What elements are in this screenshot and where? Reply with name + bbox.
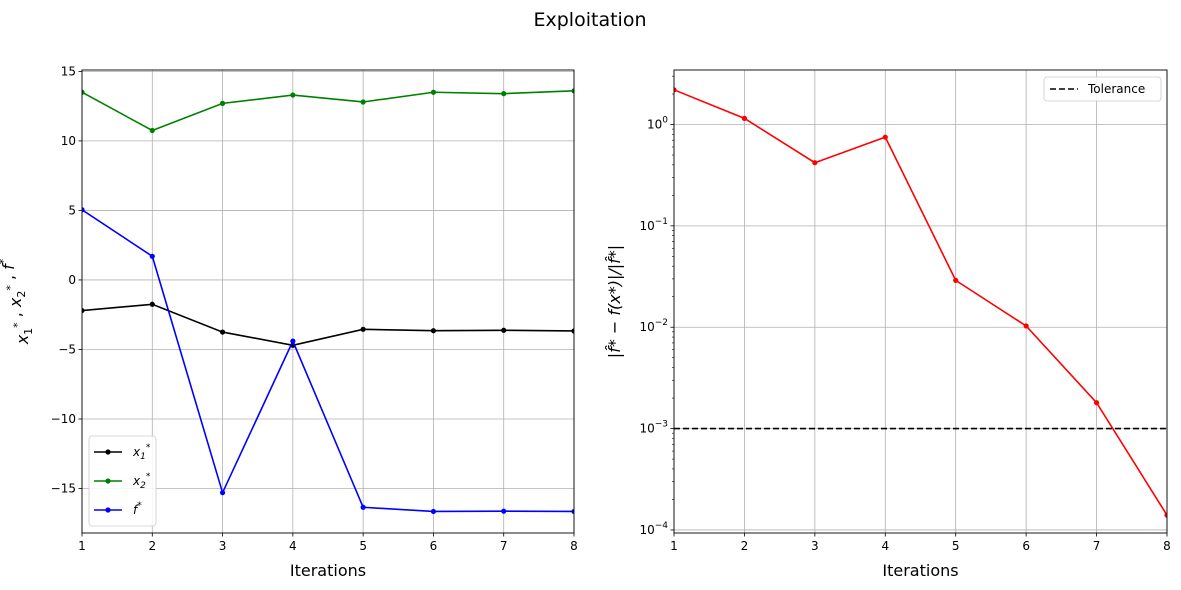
x-tick-label: 4	[881, 539, 889, 553]
x-tick-label: 2	[148, 539, 156, 553]
data-point	[1093, 400, 1100, 406]
x-tick-label: 1	[78, 539, 86, 553]
data-point	[430, 328, 437, 334]
x-tick-label: 2	[741, 539, 749, 553]
axes-frame	[673, 69, 1168, 534]
data-point	[82, 207, 85, 213]
legend-label: x2*	[132, 472, 151, 491]
data-point	[290, 92, 296, 98]
legend-item: x1*	[94, 443, 151, 462]
data-point	[360, 504, 366, 510]
data-point	[149, 301, 155, 307]
x-tick-label: 7	[500, 539, 508, 553]
data-point	[219, 490, 226, 496]
y-tick-label: 15	[61, 64, 76, 78]
data-point	[82, 89, 85, 95]
x-tick-label: 7	[1093, 539, 1101, 553]
data-point	[430, 89, 437, 95]
figure-title: Exploitation	[534, 9, 647, 31]
y-tick-label: 0	[68, 273, 76, 287]
legend-item: x2*	[94, 472, 151, 491]
data-point	[953, 277, 959, 283]
legend-label: Tolerance	[1087, 82, 1145, 96]
grid-lines	[81, 70, 575, 533]
data-point	[812, 160, 818, 166]
data-point	[501, 327, 507, 333]
legend-label: x1*	[132, 443, 151, 462]
data-point	[360, 326, 366, 332]
grid-lines	[673, 70, 1168, 533]
y-tick-label: −5	[58, 342, 76, 356]
x-tick-label: 4	[289, 539, 297, 553]
x-axis-label: Iterations	[882, 561, 958, 580]
data-point	[219, 329, 226, 335]
data-point	[501, 508, 507, 514]
data-point	[1164, 512, 1167, 518]
legend-item: Tolerance	[1050, 82, 1145, 96]
series-x2	[82, 88, 574, 134]
data-point	[1023, 323, 1029, 329]
y-axis-label: |f̂* − f(x*)|/|f̂*|	[605, 245, 624, 358]
legend-label: f*	[133, 501, 142, 517]
y-tick-label: 100	[647, 116, 668, 132]
x-tick-label: 8	[1163, 539, 1171, 553]
y-tick-label: −15	[51, 482, 76, 496]
data-point	[149, 127, 155, 134]
series-error	[674, 87, 1167, 518]
data-point	[290, 338, 296, 344]
y-tick-label: 10−3	[639, 420, 668, 436]
data-point	[571, 508, 574, 515]
data-point	[571, 328, 574, 334]
legend-marker	[105, 449, 111, 455]
legend-marker	[105, 507, 111, 513]
series-line	[82, 209, 574, 513]
legend-item: f*	[94, 501, 142, 517]
chart-right: 1 2 3 4 5 6 7 8 10−4 10−3 10−2 10−1 100 Iterations |f̂…	[605, 69, 1171, 580]
data-point	[82, 307, 85, 314]
data-point	[360, 99, 366, 105]
data-point	[430, 508, 437, 515]
x-tick-label: 5	[359, 539, 367, 553]
data-point	[741, 115, 748, 121]
y-tick-label: 10	[61, 134, 76, 148]
data-point	[219, 100, 226, 106]
series-line	[82, 303, 574, 347]
x-tick-label: 1	[670, 539, 678, 553]
x-tick-label: 6	[1022, 539, 1030, 553]
chart-left: 1 2 3 4 5 6 7 8 15 10 5 0 −5 −10 −15 Iterations x1* , x2…	[0, 64, 578, 580]
y-axis-label: x1* , x2* , f*	[0, 258, 35, 345]
legend-box	[1043, 76, 1162, 102]
data-point	[674, 87, 677, 93]
y-tick-label: 10−1	[639, 217, 668, 233]
data-point	[571, 88, 574, 94]
y-tick-label: −10	[51, 412, 76, 426]
x-tick-label: 8	[570, 539, 578, 553]
y-tick-label: 10−2	[639, 318, 668, 334]
x-tick-label: 3	[811, 539, 819, 553]
data-point	[882, 134, 888, 140]
x-tick-label: 6	[430, 539, 438, 553]
legend-marker	[105, 478, 111, 484]
series-line	[82, 90, 574, 132]
data-point	[149, 253, 155, 259]
legend-box	[88, 435, 157, 527]
series-line	[674, 89, 1167, 516]
x-axis-label: Iterations	[290, 561, 366, 580]
series-x1	[82, 301, 574, 348]
x-tick-label: 5	[952, 539, 960, 553]
y-tick-label: 10−4	[639, 521, 668, 537]
series-f	[82, 207, 574, 515]
x-tick-label: 3	[219, 539, 227, 553]
axes-frame	[81, 69, 575, 534]
y-tick-label: 5	[68, 203, 76, 217]
data-point	[501, 91, 507, 97]
